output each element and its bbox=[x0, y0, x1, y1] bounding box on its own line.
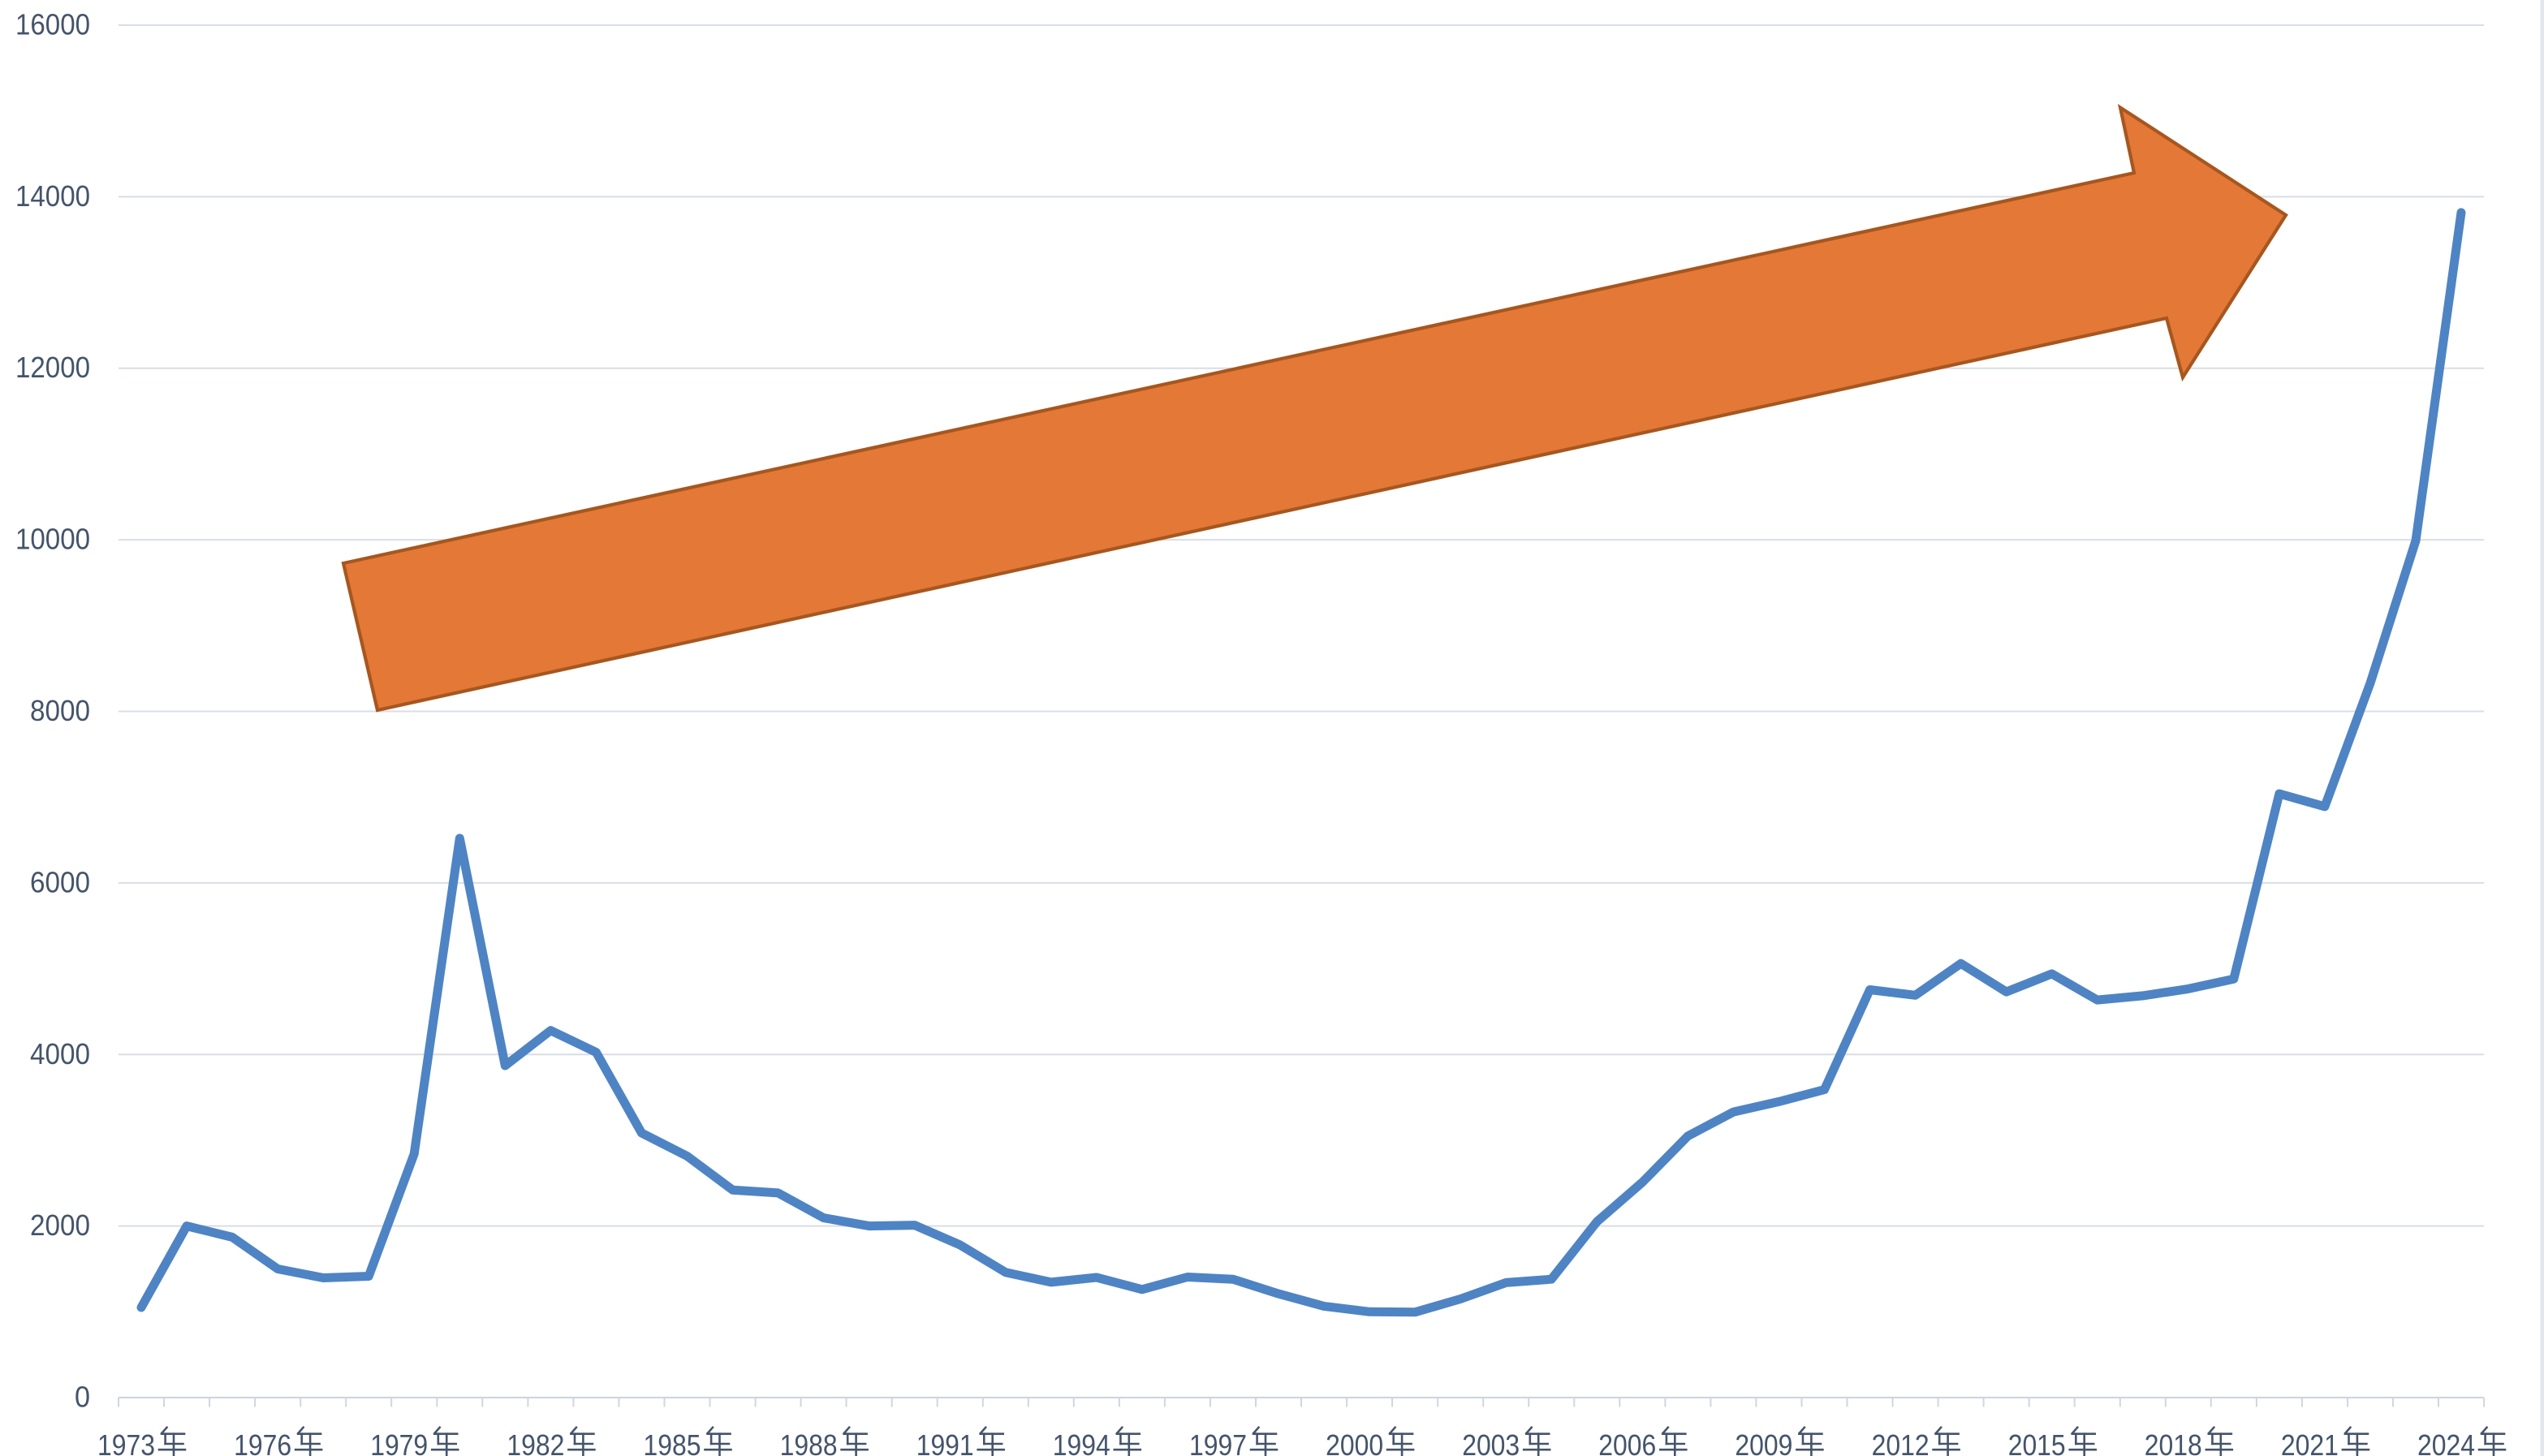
svg-text:1982: 1982 bbox=[507, 1428, 564, 1456]
svg-text:16000: 16000 bbox=[15, 8, 90, 41]
svg-text:2015: 2015 bbox=[2008, 1428, 2066, 1456]
svg-text:2000: 2000 bbox=[30, 1208, 90, 1242]
svg-text:1976: 1976 bbox=[234, 1428, 291, 1456]
svg-text:10000: 10000 bbox=[15, 523, 90, 556]
svg-text:1988: 1988 bbox=[780, 1428, 838, 1456]
svg-text:2024: 2024 bbox=[2417, 1428, 2475, 1456]
svg-text:1991: 1991 bbox=[916, 1428, 974, 1456]
svg-text:1979: 1979 bbox=[370, 1428, 428, 1456]
svg-text:12000: 12000 bbox=[15, 351, 90, 384]
svg-text:2000: 2000 bbox=[1326, 1428, 1383, 1456]
svg-text:4000: 4000 bbox=[30, 1037, 90, 1070]
svg-text:1985: 1985 bbox=[644, 1428, 701, 1456]
svg-text:2009: 2009 bbox=[1735, 1428, 1792, 1456]
svg-text:2006: 2006 bbox=[1598, 1428, 1656, 1456]
svg-text:14000: 14000 bbox=[15, 179, 90, 213]
svg-text:8000: 8000 bbox=[30, 694, 90, 727]
svg-text:1997: 1997 bbox=[1189, 1428, 1247, 1456]
svg-text:2003: 2003 bbox=[1462, 1428, 1520, 1456]
svg-text:1994: 1994 bbox=[1053, 1428, 1110, 1456]
svg-text:1973: 1973 bbox=[97, 1428, 155, 1456]
svg-text:6000: 6000 bbox=[30, 865, 90, 898]
svg-text:0: 0 bbox=[75, 1381, 90, 1414]
svg-text:2012: 2012 bbox=[1872, 1428, 1930, 1456]
svg-text:2021: 2021 bbox=[2281, 1428, 2339, 1456]
svg-text:2018: 2018 bbox=[2145, 1428, 2202, 1456]
